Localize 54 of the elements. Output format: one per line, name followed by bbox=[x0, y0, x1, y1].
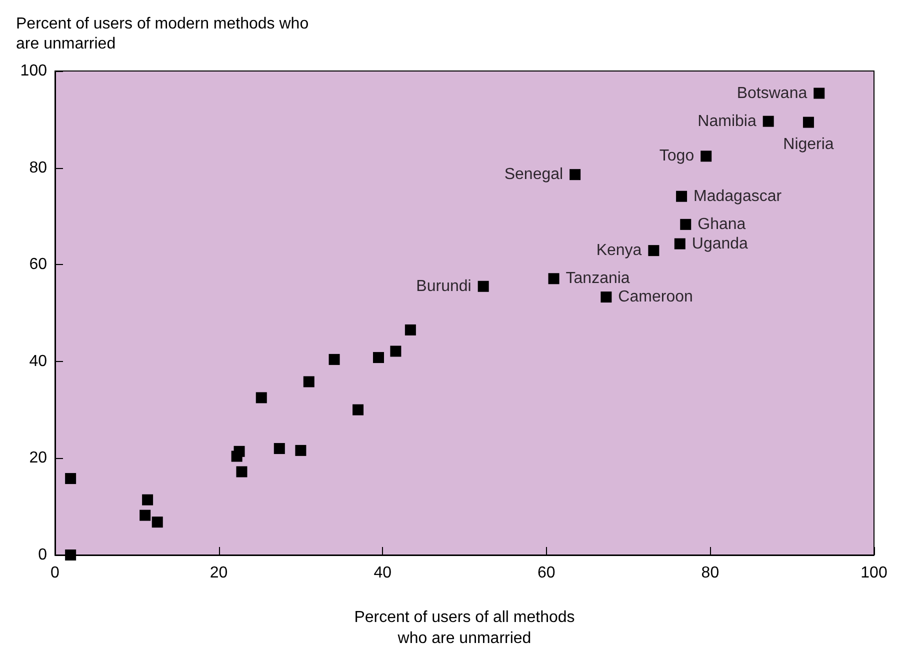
annotation: Ghana bbox=[698, 216, 746, 233]
annotation: Burundi bbox=[416, 278, 472, 295]
y-tick-label: 0 bbox=[38, 546, 48, 564]
point bbox=[236, 466, 248, 478]
x-tick-label: 20 bbox=[210, 564, 228, 582]
annotation: Madagascar bbox=[694, 188, 782, 205]
y-tick-label: 20 bbox=[29, 450, 48, 467]
annotation: Uganda bbox=[692, 235, 748, 252]
x-axis-title: Percent of users of all methods who are unmarried bbox=[354, 609, 575, 647]
annotation: Cameroon bbox=[618, 288, 693, 306]
annotation: Nigeria bbox=[783, 136, 834, 153]
point bbox=[674, 238, 686, 250]
point bbox=[390, 346, 402, 357]
point bbox=[152, 516, 163, 528]
x-tick-label: 100 bbox=[860, 564, 888, 582]
y-axis-title: Percent of users of modern methods who are unmarried bbox=[16, 16, 309, 52]
annotation: Senegal bbox=[504, 166, 564, 184]
point bbox=[676, 190, 688, 202]
x-tick-label: 40 bbox=[374, 564, 392, 582]
point bbox=[762, 116, 774, 127]
point bbox=[352, 404, 364, 416]
point bbox=[680, 218, 692, 230]
annotation: Kenya bbox=[596, 242, 642, 260]
annotation: Togo bbox=[659, 148, 694, 165]
point bbox=[328, 354, 340, 365]
x-tick-label: 60 bbox=[538, 564, 556, 582]
annotation: Botswana bbox=[736, 84, 808, 102]
point bbox=[65, 473, 76, 484]
point bbox=[140, 510, 151, 521]
y-tick-label: 100 bbox=[20, 62, 48, 80]
x-tick-label: 80 bbox=[701, 564, 720, 582]
point bbox=[700, 150, 712, 162]
point bbox=[65, 550, 76, 560]
point bbox=[303, 376, 314, 388]
y-tick-label: 80 bbox=[29, 159, 48, 176]
point bbox=[548, 273, 560, 284]
point bbox=[570, 169, 581, 180]
point bbox=[478, 280, 489, 292]
point bbox=[373, 352, 384, 364]
point bbox=[142, 494, 154, 506]
point bbox=[256, 392, 267, 404]
point bbox=[802, 116, 814, 128]
x-tick-label: 0 bbox=[50, 564, 60, 582]
annotation: Namibia bbox=[698, 112, 756, 130]
point bbox=[814, 88, 825, 99]
annotation: Tanzania bbox=[566, 270, 630, 288]
y-tick-label: 60 bbox=[29, 256, 48, 274]
point bbox=[234, 446, 245, 457]
point bbox=[648, 245, 660, 256]
y-tick-label: 40 bbox=[29, 352, 48, 370]
point bbox=[600, 292, 612, 303]
point bbox=[295, 444, 306, 456]
point bbox=[404, 324, 416, 336]
point bbox=[274, 443, 285, 454]
